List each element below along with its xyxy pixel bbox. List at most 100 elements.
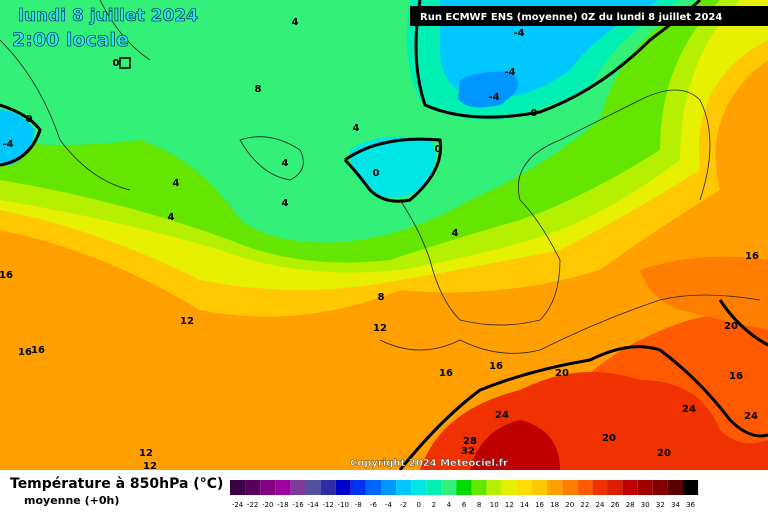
scale-label: 24 [595, 501, 604, 509]
scale-swatch [245, 480, 261, 495]
scale-label: 4 [447, 501, 452, 509]
contour-label: -4 [513, 28, 524, 39]
contour-label: 16 [0, 270, 13, 281]
isotherm-0-sea [343, 137, 443, 203]
scale-swatch [290, 480, 306, 495]
contour-label: -4 [504, 67, 515, 78]
scale-swatch [350, 480, 366, 495]
scale-swatch [577, 480, 593, 495]
isotherm-0 [414, 0, 702, 119]
scale-label: 6 [462, 501, 467, 509]
contour-label: 12 [373, 323, 387, 334]
scale-swatch [456, 480, 472, 495]
scale-swatch [230, 480, 246, 495]
scale-swatch [471, 480, 487, 495]
scale-swatch [365, 480, 381, 495]
scale-swatch [592, 480, 608, 495]
legend-subtitle: moyenne (+0h) [24, 494, 119, 507]
contour-label: 24 [744, 411, 758, 422]
contour-label: 4 [353, 123, 360, 134]
scale-swatch [426, 480, 442, 495]
copyright: Copyright 2024 Meteociel.fr [350, 458, 508, 469]
scale-swatch [622, 480, 638, 495]
isotherm-20 [398, 345, 768, 471]
map-title: lundi 8 juillet 2024 [18, 6, 198, 26]
scale-label: 34 [671, 501, 680, 509]
scale-swatch [381, 480, 397, 495]
scale-swatch [683, 480, 699, 495]
scale-swatch [275, 480, 291, 495]
coastline-south [379, 294, 761, 354]
contour-label: 28 [463, 436, 477, 447]
contour-label: 0 [26, 114, 33, 125]
contour-label: 4 [292, 17, 299, 28]
contour-label: 8 [255, 84, 262, 95]
contour-label: 4 [168, 212, 175, 223]
scale-swatch [607, 480, 623, 495]
isotherm-0-west [0, 103, 42, 167]
scale-label: 2 [432, 501, 436, 509]
contour-label: 16 [18, 347, 32, 358]
scale-swatch [396, 480, 412, 495]
run-box [410, 6, 768, 26]
legend-title: Température à 850hPa (°C) [10, 476, 223, 492]
zone-minus4 [458, 71, 518, 108]
zone-0-sea [350, 136, 436, 198]
contour-label: 16 [31, 345, 45, 356]
scale-label: 28 [626, 501, 635, 509]
contour-label: 0 [531, 108, 538, 119]
scale-label: -12 [322, 501, 333, 509]
contour-label: 0 [373, 168, 380, 179]
scale-swatch [637, 480, 653, 495]
color-scale: -24 -22 -20 -18 -16 -14 -12 -10 -8 -6 -4 -2 0 2 4 6 8 10 1… [230, 480, 699, 509]
scale-label: 18 [550, 501, 559, 509]
scale-swatch [652, 480, 668, 495]
contour-label: 12 [180, 316, 194, 327]
contour-label: -4 [488, 92, 499, 103]
scale-label: 8 [477, 501, 481, 509]
scale-label: 14 [520, 501, 529, 509]
contour-label: 0 [435, 144, 442, 155]
scale-swatch [516, 480, 532, 495]
scale-label: 22 [580, 501, 589, 509]
contour-label: 4 [452, 228, 459, 239]
contour-label: 20 [602, 433, 616, 444]
contour-label: 32 [461, 446, 475, 457]
scale-swatch [532, 480, 548, 495]
marker [119, 57, 131, 69]
scale-label: 36 [686, 501, 695, 509]
scale-swatch [411, 480, 427, 495]
contour-label: 24 [495, 410, 509, 421]
scale-swatch [305, 480, 321, 495]
scale-swatch [486, 480, 502, 495]
run-label: Run ECMWF ENS (moyenne) 0Z du lundi 8 ju… [420, 12, 722, 23]
contour-label: 0 [113, 58, 120, 69]
scale-label: -2 [400, 501, 407, 509]
scale-label: 0 [417, 501, 421, 509]
contour-label: 8 [378, 292, 385, 303]
contour-label: -4 [2, 139, 13, 150]
coastline-iceland [239, 136, 304, 181]
scale-label: -16 [292, 501, 304, 509]
scale-label: -10 [338, 501, 349, 509]
scale-label: -4 [385, 501, 393, 509]
scale-label: -20 [262, 501, 273, 509]
scale-label: 10 [490, 501, 499, 509]
scale-label: -8 [355, 501, 362, 509]
map-subtitle: 2:00 locale [12, 29, 129, 51]
scale-label: -24 [232, 501, 244, 509]
contour-label: 16 [745, 251, 759, 262]
contour-label: 4 [282, 158, 289, 169]
contour-label: 12 [139, 448, 153, 459]
scale-label: -14 [307, 501, 319, 509]
contour-label: 16 [489, 361, 503, 372]
scale-label: -6 [370, 501, 378, 509]
contour-label: 20 [555, 368, 569, 379]
scale-swatch [667, 480, 683, 495]
scale-label: 30 [641, 501, 650, 509]
contour-label: 16 [439, 368, 453, 379]
scale-swatch [335, 480, 351, 495]
isotherm-20-east [718, 299, 768, 347]
